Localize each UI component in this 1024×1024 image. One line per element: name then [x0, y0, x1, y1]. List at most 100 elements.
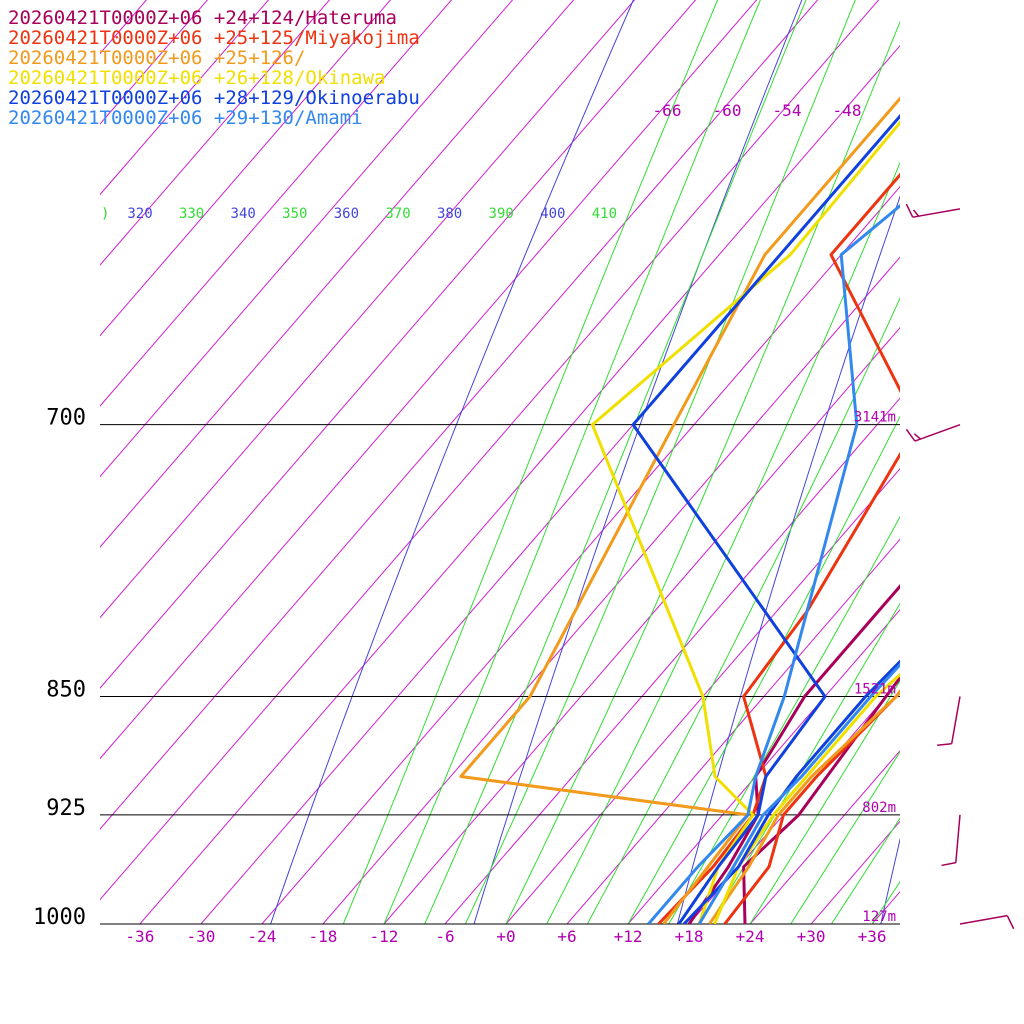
pressure-label: 700	[46, 406, 86, 431]
temperature-tick-label: +0	[496, 927, 515, 946]
theta-label: 350	[282, 206, 307, 222]
moist-adiabat	[586, 297, 900, 924]
moist-adiabat	[830, 817, 900, 924]
temperature-tick-label: -6	[435, 927, 454, 946]
upper-temperature-label: -54	[773, 101, 802, 120]
wind-barb	[941, 814, 961, 867]
theta-label: 370	[385, 206, 410, 222]
height-label: 802m	[862, 800, 896, 816]
temperature-line	[682, 659, 900, 924]
dewpoint-line	[590, 120, 900, 924]
dry-adiabat	[473, 0, 803, 924]
isotherm-line	[100, 0, 392, 337]
wind-barb	[937, 696, 961, 746]
wind-barb-feather	[912, 209, 920, 217]
isotherm-line	[100, 0, 819, 830]
moist-adiabat	[790, 750, 900, 924]
isotherm-line	[261, 185, 900, 924]
theta-label: 410	[592, 206, 617, 222]
temperature-tick-label: +12	[614, 927, 643, 946]
temperature-tick-label: -36	[125, 927, 154, 946]
temperature-tick-label: -24	[247, 927, 276, 946]
temperature-tick-label: +36	[858, 927, 887, 946]
background-grid	[100, 0, 1024, 924]
theta-label: 320	[127, 206, 152, 222]
isotherm-line	[688, 679, 900, 924]
wind-barb-staff	[912, 208, 961, 218]
wind-barb-staff	[914, 423, 961, 442]
wind-barb	[905, 203, 961, 218]
wind-barb-feather	[905, 203, 914, 218]
axis-labels: 10016594m15014185m20012370m25010900m3009…	[33, 101, 896, 946]
isotherm-line	[383, 327, 900, 924]
theta-label: 330	[179, 206, 204, 222]
wind-barb-staff	[955, 814, 961, 863]
isotherm-line	[139, 44, 900, 924]
isotherm-line	[100, 0, 575, 548]
isobars	[100, 424, 900, 925]
theta-label: 340	[231, 206, 256, 222]
temperature-line	[697, 662, 900, 924]
height-label: 127m	[862, 909, 896, 925]
dewpoint-line	[657, 172, 900, 924]
isotherm-line	[200, 115, 900, 924]
isotherm-line	[100, 0, 880, 901]
temperature-tick-label: +18	[675, 927, 704, 946]
wind-barb-feather	[905, 428, 916, 442]
theta-label: 360	[334, 206, 359, 222]
dewpoint-line	[647, 203, 900, 924]
pressure-label: 850	[46, 677, 86, 702]
isotherm-line	[994, 0, 1024, 924]
dewpoint-line	[687, 584, 900, 924]
temperature-tick-label: +30	[797, 927, 826, 946]
temperature-line	[708, 688, 900, 924]
temperature-tick-label: -18	[308, 927, 337, 946]
temperature-line	[742, 675, 900, 924]
dewpoint-line	[459, 96, 900, 924]
legend-entry: 20260421T0000Z+06 +29+130/Amami	[8, 107, 363, 129]
dewpoint-line	[631, 113, 900, 924]
pressure-label: 1000	[33, 905, 86, 930]
pressure-label: 925	[46, 796, 86, 821]
dry-adiabat	[270, 0, 634, 924]
wind-barb-staff	[950, 696, 961, 744]
isotherm-line	[810, 820, 900, 924]
height-label: 3141m	[854, 410, 896, 426]
moist-adiabat	[546, 161, 900, 924]
isotherm-line	[322, 256, 900, 924]
isotherm-line	[100, 0, 636, 619]
wind-barb-feather	[1006, 915, 1015, 930]
dry-adiabat	[676, 195, 900, 924]
moist-adiabat	[383, 0, 761, 924]
temperature-tick-label: -30	[186, 927, 215, 946]
isotherm-line	[100, 0, 697, 689]
legend-entry: 20260421T0000Z+06 +26+128/Okinawa	[8, 67, 386, 89]
theta-label: 400	[540, 206, 565, 222]
sounding-profiles	[459, 96, 900, 924]
legend: 20260421T0000Z+06 +24+124/Hateruma 202604…	[8, 7, 420, 129]
isotherm-line	[933, 0, 1024, 924]
dry-adiabat	[880, 837, 900, 924]
theta-label: 380	[437, 206, 462, 222]
moist-adiabat	[708, 602, 900, 924]
legend-entry: 20260421T0000Z+06 +24+124/Hateruma	[8, 7, 397, 29]
isotherm-line	[566, 538, 900, 924]
moist-adiabat	[342, 0, 719, 924]
legend-entry: 20260421T0000Z+06 +25+126/	[8, 47, 305, 69]
wind-barb-staff	[959, 914, 1008, 925]
temperature-tick-label: +6	[557, 927, 576, 946]
isotherm-line	[100, 0, 514, 478]
wind-barb-feather	[937, 742, 952, 746]
isotherm-line	[100, 0, 758, 760]
moist-adiabat	[505, 20, 900, 924]
upper-temperature-label: -66	[653, 101, 682, 120]
theta-label: )	[101, 206, 109, 222]
temperature-tick-label: +24	[736, 927, 765, 946]
temperature-line	[723, 689, 900, 924]
temperature-line	[713, 672, 900, 924]
legend-entry: 20260421T0000Z+06 +28+129/Okinoerabu	[8, 87, 420, 109]
wind-barb-feather	[941, 861, 956, 867]
theta-label: 390	[489, 206, 514, 222]
wind-barb-feather	[913, 433, 922, 440]
